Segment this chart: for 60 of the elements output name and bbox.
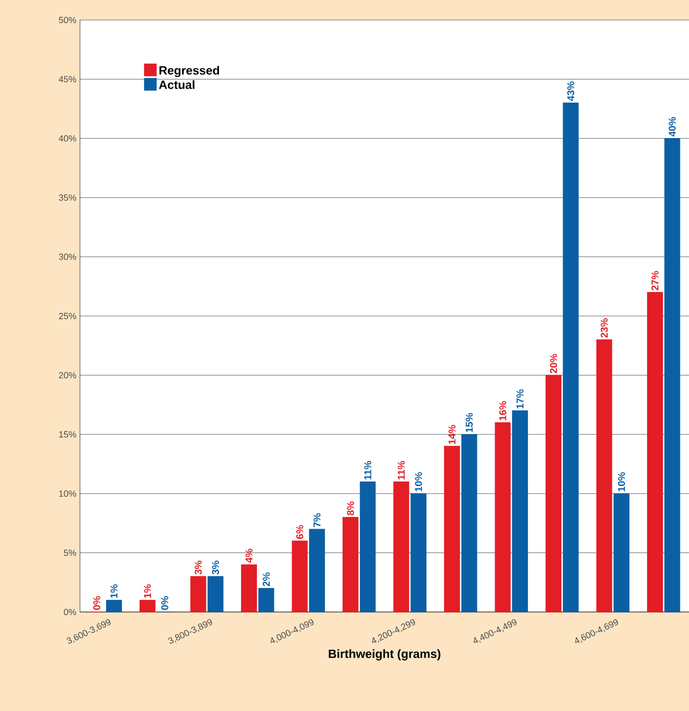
data-label: 10%	[618, 472, 625, 492]
data-label: 17%	[516, 389, 524, 408]
bar	[494, 422, 511, 612]
y-tick-label: 5%	[64, 550, 76, 556]
data-label: 4%	[245, 548, 252, 563]
bar	[190, 576, 206, 612]
data-label: 15%	[466, 413, 473, 432]
data-label: 1%	[110, 584, 118, 598]
y-tick-label: 10%	[59, 490, 76, 497]
bar	[410, 493, 426, 612]
data-label: 14%	[448, 424, 456, 444]
y-tick-label: 30%	[58, 254, 76, 260]
data-label: 1%	[144, 584, 151, 598]
bar	[596, 339, 612, 612]
y-tick-label: 40%	[58, 135, 76, 142]
data-label: 23%	[600, 318, 608, 338]
y-tick-label: 25%	[58, 312, 76, 320]
bar	[258, 588, 274, 612]
bar	[562, 102, 579, 612]
data-label: 40%	[668, 117, 676, 137]
data-label: 16%	[499, 401, 506, 420]
bar	[512, 410, 528, 612]
data-label: 7%	[313, 513, 320, 527]
data-label: 27%	[651, 270, 658, 290]
y-tick-label: 15%	[59, 431, 76, 438]
data-label: 11%	[364, 460, 372, 480]
bar	[461, 434, 478, 612]
data-label: 8%	[346, 501, 354, 516]
data-label: 6%	[296, 525, 304, 539]
bar	[106, 600, 122, 612]
bar	[292, 540, 308, 612]
data-label: 3%	[194, 560, 202, 575]
bar	[139, 600, 156, 612]
bar	[240, 564, 257, 612]
bar	[646, 292, 663, 612]
legend-label: Actual	[158, 80, 194, 89]
bar	[664, 138, 680, 612]
bar	[207, 576, 224, 612]
data-label: 2%	[262, 572, 270, 586]
data-label: 43%	[567, 82, 574, 102]
y-tick-label: 0%	[64, 608, 76, 616]
y-tick-label: 50%	[58, 16, 76, 24]
bar	[308, 528, 325, 612]
bar	[444, 446, 460, 612]
bar	[393, 481, 410, 612]
data-label: 3%	[212, 560, 219, 575]
bar	[342, 516, 358, 612]
data-label: 10%	[414, 472, 422, 492]
y-tick-label: 35%	[58, 194, 76, 201]
bar	[545, 374, 562, 612]
x-axis-title: Birthweight (grams)	[328, 649, 440, 660]
legend-label: Regressed	[159, 66, 219, 78]
y-tick-label: 20%	[58, 372, 76, 378]
bar	[613, 493, 630, 612]
data-label: 11%	[398, 460, 405, 480]
bar	[360, 481, 376, 612]
data-label: 0%	[161, 596, 168, 610]
data-label: 0%	[93, 596, 100, 610]
data-label: 20%	[550, 354, 557, 374]
y-tick-label: 45%	[58, 76, 76, 82]
